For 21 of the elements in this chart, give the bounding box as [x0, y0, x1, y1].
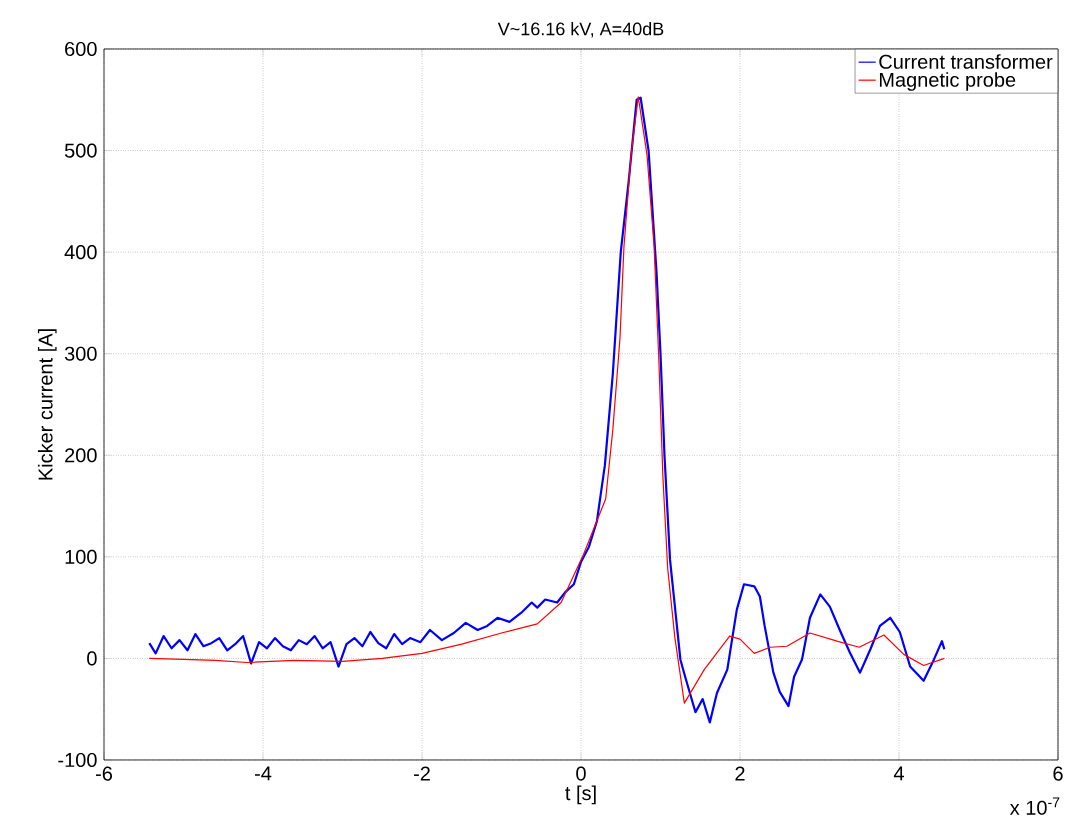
- y-tick-label: -100: [58, 752, 97, 768]
- y-axis-title: Kicker current [A]: [37, 329, 57, 480]
- y-tick-label: 600: [65, 41, 97, 57]
- y-tick-label: 400: [64, 245, 97, 260]
- x-axis-title: t [s]: [565, 785, 596, 805]
- x-tick-label: -4: [255, 766, 272, 781]
- text: x 10$^{-7}$: [1009, 797, 1060, 815]
- y-tick-label: 500: [64, 143, 97, 158]
- x-tick-label: -6: [96, 766, 113, 781]
- x-tick-label: 4: [893, 766, 904, 781]
- legend-label: Current transformer: [879, 54, 1053, 69]
- legend-label: Magnetic probe: [879, 72, 1016, 91]
- x-tick-label: -2: [414, 766, 430, 781]
- y-tick-label: 300: [64, 346, 97, 361]
- y-tick-label: 100: [65, 549, 97, 564]
- x-tick-label: 2: [735, 766, 745, 781]
- x-tick-label: 6: [1053, 766, 1063, 781]
- y-tick-label: 0: [87, 651, 97, 666]
- x-tick-label: 0: [576, 766, 586, 781]
- y-tick-label: 200: [65, 448, 97, 463]
- chart-title: V~16.16 kV, A=40dB: [497, 22, 664, 38]
